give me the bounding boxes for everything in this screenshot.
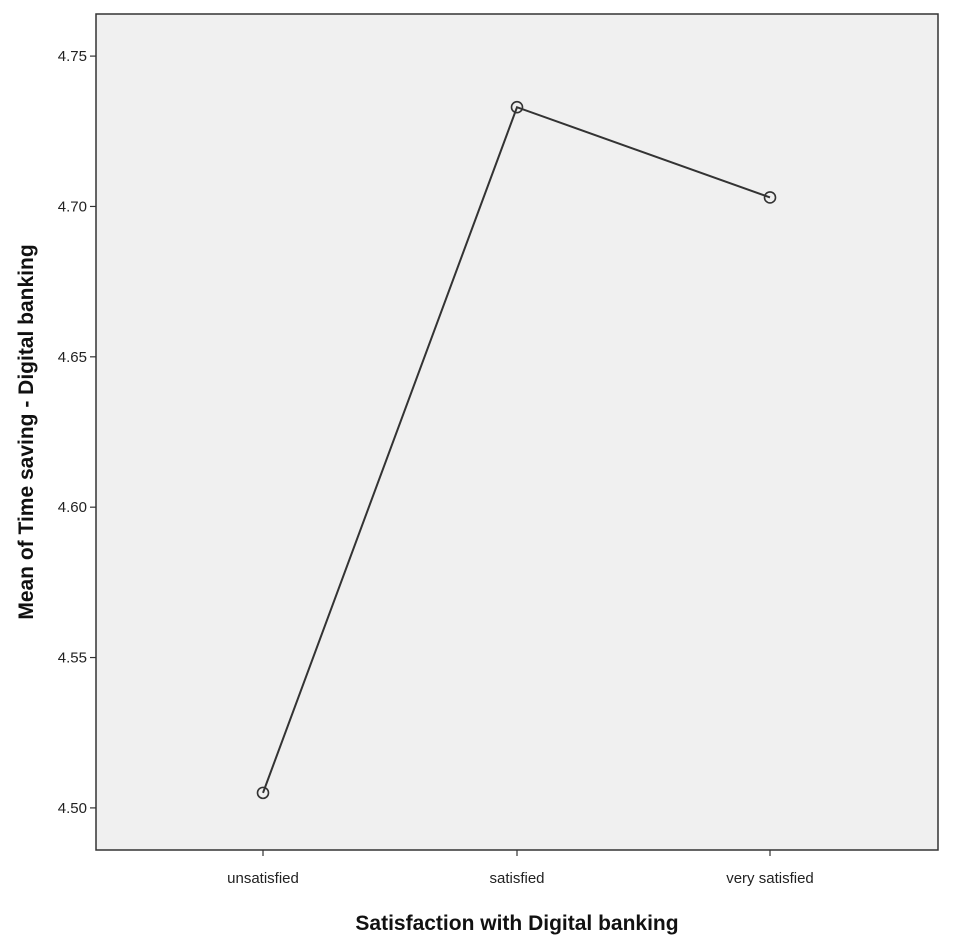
y-tick-label: 4.75 — [58, 48, 87, 65]
y-tick-label: 4.70 — [58, 198, 87, 215]
x-axis-ticks: unsatisfied satisfied very satisfied — [227, 850, 814, 887]
data-point-marker — [510, 100, 524, 114]
x-tick-label: very satisfied — [726, 870, 814, 887]
y-tick-label: 4.55 — [58, 650, 87, 667]
y-axis-title: Mean of Time saving - Digital banking — [15, 244, 38, 619]
y-tick-label: 4.50 — [58, 800, 87, 817]
data-point-marker — [763, 191, 777, 204]
y-tick-label: 4.65 — [58, 349, 87, 366]
y-tick-label: 4.60 — [58, 499, 87, 516]
series-line — [262, 105, 771, 794]
x-axis-title: Satisfaction with Digital banking — [355, 912, 678, 935]
series-group — [256, 100, 777, 800]
plot-area — [95, 13, 939, 851]
data-point-marker — [256, 786, 270, 800]
y-axis-ticks: 4.50 4.55 4.60 4.65 4.70 4.75 — [58, 48, 96, 817]
x-tick-label: satisfied — [489, 870, 544, 887]
x-tick-label: unsatisfied — [227, 870, 299, 887]
